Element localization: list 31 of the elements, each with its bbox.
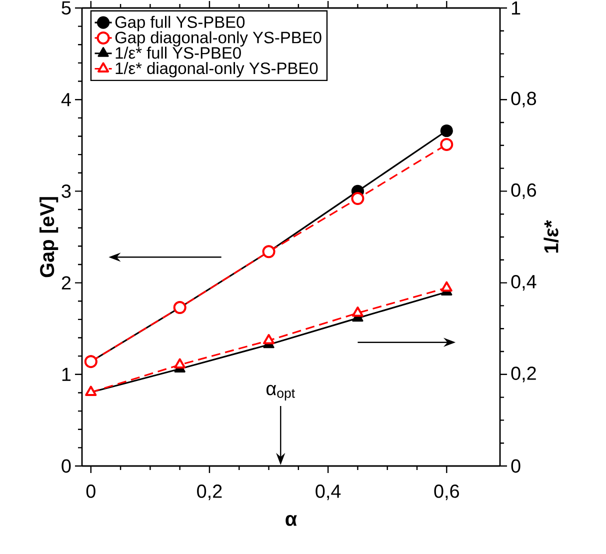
y-tick-label: 1 (62, 368, 71, 381)
y2-axis-title: 1/ε* (544, 220, 559, 253)
x-tick-label: 0,4 (316, 484, 341, 500)
point (440, 138, 454, 151)
y-axis-title: Gap [eV] (40, 197, 58, 278)
y-tick-label: 3 (62, 184, 71, 198)
point (352, 306, 364, 317)
y2-tick-label: 0 (511, 459, 520, 473)
x-tick-label: 0,2 (197, 484, 222, 500)
y2-tick-label: 0,6 (511, 183, 536, 200)
y-tick-label: 2 (62, 276, 71, 290)
point (263, 334, 275, 344)
y2-tick-label: 0,8 (511, 92, 536, 108)
y-tick-label: 5 (62, 1, 71, 15)
x-tick-label: 0 (86, 484, 96, 498)
legend-label: Gap diagonal-only YS-PBE0 (115, 31, 322, 47)
point (440, 124, 453, 138)
point (440, 281, 452, 292)
legend-label: Gap full YS-PBE0 (115, 16, 245, 32)
legend-label: 1/ε* diagonal-only YS-PBE0 (116, 62, 318, 78)
y2-tick-label: 0,2 (511, 366, 536, 382)
point (351, 192, 364, 206)
ref-line-label: α$_{opt}$ (266, 384, 295, 400)
y2-tick-label: 0,4 (511, 274, 536, 291)
y-tick-label: 4 (61, 93, 71, 106)
legend-label: 1/ε* full YS-PBE0 (116, 46, 241, 59)
y-tick-label: 0 (62, 459, 71, 473)
y2-tick-label: 1 (512, 1, 520, 15)
x-tick-label: 0,6 (434, 484, 459, 500)
point (174, 358, 186, 369)
x-axis-title: α (286, 515, 297, 526)
